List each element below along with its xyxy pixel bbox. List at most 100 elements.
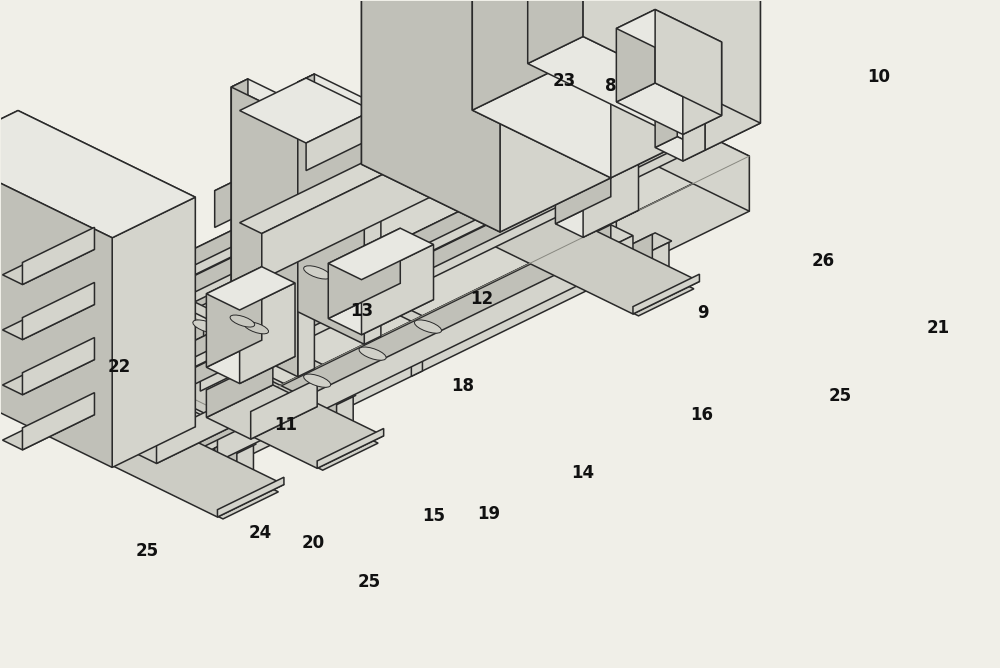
- Polygon shape: [616, 9, 655, 102]
- Polygon shape: [231, 79, 248, 344]
- Polygon shape: [298, 112, 314, 377]
- Polygon shape: [79, 371, 123, 393]
- Polygon shape: [683, 42, 722, 134]
- Polygon shape: [163, 113, 671, 361]
- Polygon shape: [528, 0, 583, 63]
- Polygon shape: [364, 106, 381, 344]
- Polygon shape: [361, 0, 472, 164]
- Polygon shape: [0, 151, 112, 468]
- Polygon shape: [18, 340, 195, 482]
- Polygon shape: [555, 132, 611, 224]
- Polygon shape: [298, 74, 381, 115]
- Polygon shape: [251, 379, 317, 439]
- Polygon shape: [82, 372, 104, 429]
- Polygon shape: [195, 224, 611, 451]
- Polygon shape: [555, 132, 639, 173]
- Polygon shape: [134, 278, 323, 370]
- Polygon shape: [18, 110, 195, 427]
- Polygon shape: [215, 15, 575, 227]
- Polygon shape: [605, 221, 616, 282]
- Polygon shape: [106, 85, 605, 345]
- Polygon shape: [306, 110, 373, 170]
- Polygon shape: [655, 137, 705, 161]
- Polygon shape: [304, 266, 331, 279]
- Polygon shape: [328, 228, 400, 319]
- Polygon shape: [566, 0, 705, 132]
- Polygon shape: [304, 374, 331, 387]
- Polygon shape: [361, 0, 611, 3]
- Polygon shape: [78, 71, 577, 331]
- Polygon shape: [212, 436, 256, 458]
- Polygon shape: [2, 240, 94, 285]
- Polygon shape: [456, 195, 699, 314]
- Polygon shape: [616, 9, 722, 61]
- Polygon shape: [262, 98, 539, 279]
- Polygon shape: [2, 295, 94, 339]
- Polygon shape: [240, 88, 539, 234]
- Polygon shape: [46, 405, 278, 519]
- Polygon shape: [200, 131, 699, 391]
- Polygon shape: [655, 81, 705, 106]
- Polygon shape: [234, 229, 422, 321]
- Polygon shape: [107, 182, 522, 407]
- Polygon shape: [411, 316, 422, 376]
- Polygon shape: [472, 0, 611, 178]
- Polygon shape: [630, 234, 652, 291]
- Polygon shape: [359, 347, 386, 360]
- Polygon shape: [572, 69, 749, 211]
- Polygon shape: [461, 202, 694, 316]
- Polygon shape: [2, 350, 94, 395]
- Polygon shape: [328, 283, 434, 335]
- Polygon shape: [22, 337, 94, 395]
- Polygon shape: [248, 31, 636, 220]
- Polygon shape: [616, 83, 722, 134]
- Polygon shape: [96, 80, 605, 329]
- Polygon shape: [157, 401, 229, 464]
- Text: 15: 15: [422, 507, 445, 525]
- Polygon shape: [98, 380, 121, 437]
- Polygon shape: [231, 79, 248, 344]
- Polygon shape: [2, 405, 94, 450]
- Polygon shape: [514, 178, 536, 234]
- Polygon shape: [206, 357, 273, 418]
- Polygon shape: [331, 397, 353, 454]
- Polygon shape: [107, 182, 544, 395]
- Polygon shape: [611, 0, 705, 178]
- Polygon shape: [68, 67, 567, 327]
- Polygon shape: [361, 110, 611, 232]
- Polygon shape: [215, 15, 602, 204]
- Polygon shape: [217, 477, 284, 517]
- Polygon shape: [68, 67, 577, 315]
- Polygon shape: [18, 69, 572, 395]
- Text: 21: 21: [927, 319, 950, 337]
- Polygon shape: [195, 156, 749, 482]
- Polygon shape: [206, 267, 262, 367]
- Polygon shape: [647, 242, 669, 299]
- Text: 9: 9: [697, 304, 709, 322]
- Polygon shape: [129, 192, 544, 418]
- Polygon shape: [112, 197, 195, 468]
- Polygon shape: [314, 389, 337, 446]
- Polygon shape: [583, 0, 760, 123]
- Polygon shape: [655, 81, 677, 148]
- Polygon shape: [240, 78, 373, 143]
- Polygon shape: [231, 79, 314, 120]
- Text: 24: 24: [248, 524, 272, 542]
- Polygon shape: [22, 227, 94, 285]
- Polygon shape: [179, 322, 223, 344]
- Polygon shape: [231, 87, 298, 377]
- Polygon shape: [96, 297, 284, 389]
- Polygon shape: [583, 146, 639, 237]
- Polygon shape: [414, 320, 442, 333]
- Text: 25: 25: [828, 387, 851, 405]
- Polygon shape: [489, 211, 544, 238]
- Polygon shape: [73, 414, 129, 442]
- Polygon shape: [633, 274, 699, 314]
- Polygon shape: [622, 276, 677, 303]
- Polygon shape: [193, 320, 220, 333]
- Polygon shape: [0, 110, 195, 238]
- Polygon shape: [328, 228, 434, 280]
- Polygon shape: [248, 293, 275, 306]
- Polygon shape: [198, 332, 220, 388]
- Text: 10: 10: [867, 68, 890, 86]
